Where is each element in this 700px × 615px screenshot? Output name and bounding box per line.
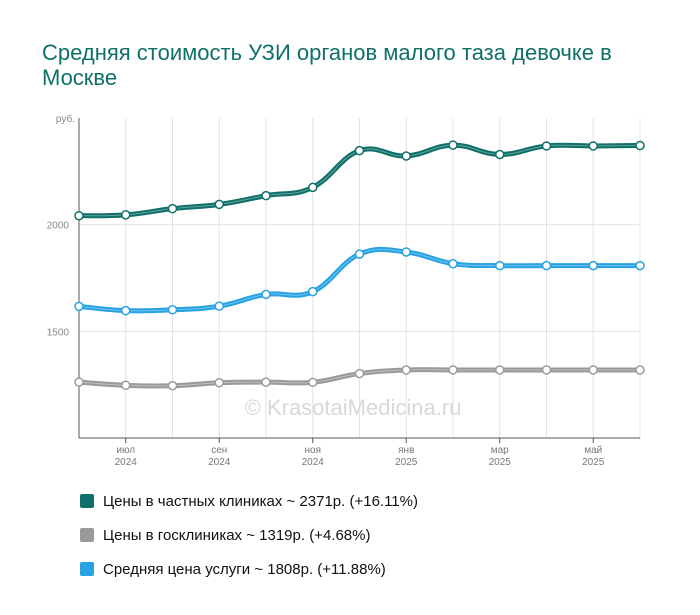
legend-item-private[interactable]: Цены в частных клиниках ~ 2371р. (+16.11…: [80, 484, 418, 518]
legend-label: Цены в частных клиниках ~ 2371р. (+16.11…: [103, 492, 418, 510]
data-point: [354, 145, 365, 156]
data-point: [495, 149, 505, 160]
line-chart: руб.15002000июл2024сен2024ноя2024янв2025…: [47, 113, 645, 468]
x-tick-label-month: ноя: [305, 445, 322, 456]
legend-swatch: [80, 562, 94, 576]
data-point: [167, 380, 178, 391]
data-point: [74, 210, 84, 221]
data-point: [448, 258, 458, 269]
y-tick-label: 1500: [47, 327, 70, 338]
x-tick-label-month: июл: [116, 445, 135, 456]
x-tick-label-year: 2025: [489, 457, 512, 468]
y-tick-label: 2000: [47, 221, 70, 232]
watermark: © KrasotaiMedicina.ru: [245, 395, 462, 420]
y-axis-unit-label: руб.: [56, 113, 75, 125]
legend-label: Цены в госклиниках ~ 1319р. (+4.68%): [103, 526, 371, 544]
x-tick-label-month: мар: [491, 445, 509, 456]
data-point: [401, 247, 411, 257]
data-point: [541, 141, 552, 151]
data-point: [214, 301, 224, 311]
data-point: [588, 141, 598, 151]
data-point: [167, 305, 178, 315]
data-point: [308, 182, 318, 193]
data-point: [401, 151, 411, 161]
data-point: [495, 365, 505, 375]
x-tick-label-month: май: [584, 445, 602, 456]
data-point: [214, 377, 224, 388]
x-tick-label-year: 2024: [115, 457, 138, 468]
data-point: [448, 140, 458, 150]
legend-label: Средняя цена услуги ~ 1808р. (+11.88%): [103, 560, 386, 578]
legend-item-average[interactable]: Средняя цена услуги ~ 1808р. (+11.88%): [80, 552, 418, 586]
data-point: [261, 289, 271, 300]
data-point: [541, 365, 552, 375]
legend-item-public[interactable]: Цены в госклиниках ~ 1319р. (+4.68%): [80, 518, 418, 552]
data-point: [635, 365, 645, 375]
x-tick-label-year: 2025: [395, 457, 418, 468]
legend-swatch: [80, 494, 94, 508]
data-point: [167, 203, 178, 214]
data-point: [401, 365, 411, 375]
data-point: [541, 260, 552, 271]
x-tick-label-year: 2025: [582, 457, 605, 468]
data-point: [635, 140, 645, 151]
series-points: [74, 140, 645, 391]
data-point: [121, 305, 131, 316]
data-point: [308, 286, 318, 297]
data-point: [354, 368, 365, 379]
data-point: [308, 377, 318, 388]
data-point: [214, 199, 224, 210]
data-point: [121, 210, 131, 220]
data-point: [448, 365, 458, 375]
chart-title: Средняя стоимость УЗИ органов малого таз…: [42, 40, 612, 90]
legend: Цены в частных клиниках ~ 2371р. (+16.11…: [80, 484, 418, 586]
data-point: [74, 301, 84, 312]
data-point: [261, 377, 271, 387]
x-tick-label-year: 2024: [302, 457, 325, 468]
data-point: [635, 260, 645, 271]
data-point: [495, 260, 505, 271]
x-tick-label-month: сен: [211, 445, 227, 456]
data-point: [261, 190, 271, 201]
data-point: [74, 377, 84, 387]
data-point: [588, 365, 598, 375]
data-point: [121, 380, 131, 391]
legend-swatch: [80, 528, 94, 542]
data-point: [588, 260, 598, 271]
x-tick-label-year: 2024: [208, 457, 231, 468]
x-tick-label-month: янв: [398, 445, 414, 456]
data-point: [354, 249, 365, 259]
grid: [78, 118, 641, 438]
